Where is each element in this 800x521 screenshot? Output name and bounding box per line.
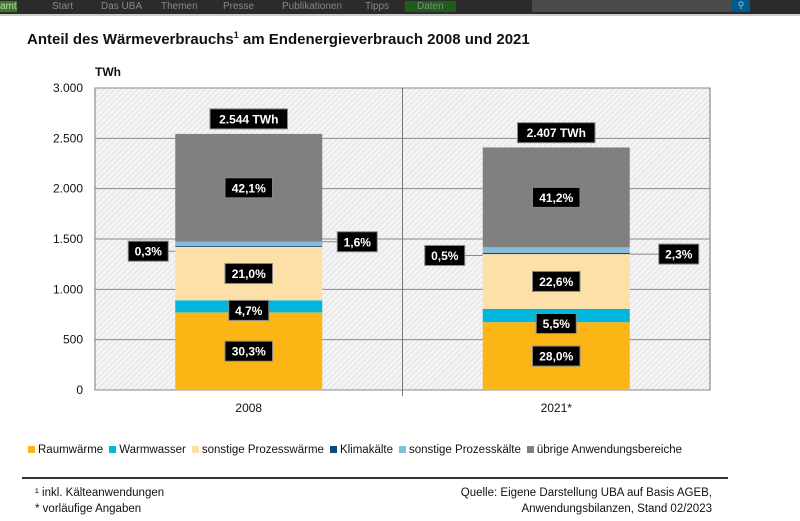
legend-label: sonstige Prozesswärme	[201, 444, 324, 456]
data-label-box	[224, 340, 273, 362]
y-tick-label: 0	[76, 383, 83, 397]
nav-item-daten[interactable]: Daten	[405, 1, 456, 12]
nav-item-home[interactable]: amt	[0, 1, 17, 12]
data-label-box	[224, 262, 273, 284]
y-tick-label: 1.500	[53, 232, 83, 246]
divider	[22, 477, 728, 479]
data-label: 0,5%	[431, 249, 459, 263]
data-label: 0,3%	[135, 245, 163, 259]
legend-item: Klimakälte	[329, 444, 393, 456]
legend-swatch	[526, 446, 534, 453]
data-label-box	[532, 186, 581, 208]
data-label: 42,1%	[232, 181, 266, 195]
bar-segment	[175, 245, 323, 247]
bar-segment	[482, 247, 630, 253]
legend-swatch	[28, 446, 35, 453]
data-label: 21,0%	[232, 267, 266, 281]
data-label-box	[224, 177, 273, 199]
nav-item-das-uba[interactable]: Das UBA	[101, 1, 143, 12]
data-label: 5,5%	[543, 317, 571, 331]
legend-item: Raumwärme	[28, 444, 103, 456]
legend-item: übrige Anwendungsbereiche	[526, 444, 683, 456]
y-tick-label: 1.000	[53, 282, 83, 296]
y-tick-label: 2.500	[53, 131, 83, 145]
data-label-box	[535, 312, 577, 334]
total-label-box	[209, 108, 288, 130]
total-label-box	[517, 122, 596, 144]
footnote-2: * vorläufige Angaben	[35, 503, 142, 515]
data-label: 30,3%	[232, 345, 266, 359]
data-label-box	[532, 270, 581, 292]
legend-swatch	[329, 446, 337, 453]
data-label-box	[424, 244, 466, 266]
legend-label: Raumwärme	[38, 444, 104, 456]
data-label: 1,6%	[344, 235, 372, 249]
nav-item-presse[interactable]: Presse	[223, 1, 255, 12]
data-label: 2,3%	[665, 248, 693, 262]
x-tick-label: 2021*	[541, 401, 573, 415]
data-label-box	[127, 240, 169, 262]
legend-swatch	[109, 446, 117, 453]
x-tick-label: 2008	[235, 401, 262, 415]
legend-swatch	[399, 446, 406, 453]
search-input[interactable]	[532, 0, 732, 12]
bar-segment	[175, 241, 323, 246]
data-label-box	[532, 345, 581, 367]
legend-label: Warmwasser	[119, 444, 186, 456]
data-label: 4,7%	[235, 304, 263, 318]
legend-label: übrige Anwendungsbereiche	[536, 444, 683, 456]
bar-segment	[482, 252, 630, 255]
legend-swatch	[191, 446, 199, 453]
total-label: 2.407 TWh	[527, 126, 586, 140]
data-label: 41,2%	[539, 191, 573, 205]
total-label: 2.544 TWh	[219, 112, 278, 126]
data-label: 28,0%	[539, 350, 573, 364]
legend-item: Warmwasser	[109, 444, 186, 456]
nav-item-publikationen[interactable]: Publikationen	[282, 1, 343, 12]
source-line-1: Quelle: Eigene Darstellung UBA auf Basis…	[460, 487, 712, 499]
source-line-2: Anwendungsbilanzen, Stand 02/2023	[521, 503, 712, 515]
data-label: 22,6%	[539, 275, 573, 289]
y-axis-label: TWh	[95, 65, 121, 79]
magnifier-icon[interactable]: ⚲	[732, 0, 750, 12]
legend-label: sonstige Prozesskälte	[409, 444, 521, 456]
chart: 0 500 1.000 1.500 2.000 2.500 3.000 TWh 2008 2.54…	[53, 65, 711, 415]
data-label-box	[336, 231, 378, 253]
nav-item-themen[interactable]: Themen	[161, 1, 198, 12]
legend: Raumwärme Warmwasser sonstige Prozesswärme…	[28, 444, 682, 456]
y-tick-label: 2.000	[53, 182, 83, 196]
nav-item-start[interactable]: Start	[52, 1, 74, 12]
y-tick-label: 3.000	[53, 81, 83, 95]
data-label-box	[228, 299, 270, 321]
chart-title: Anteil des Wärmeverbrauchs1 am Endenergi…	[27, 30, 530, 48]
nav-item-tipps[interactable]: Tipps	[365, 1, 390, 12]
footnote-1: ¹ inkl. Kälteanwendungen	[35, 487, 165, 499]
y-tick-label: 500	[63, 333, 83, 347]
top-navigation: amt Start Das UBA Themen Presse Publikat…	[0, 0, 800, 16]
legend-label: Klimakälte	[339, 444, 393, 456]
legend-item: sonstige Prozesswärme	[191, 444, 324, 456]
legend-item: sonstige Prozesskälte	[399, 444, 521, 456]
data-label-box	[658, 243, 700, 265]
